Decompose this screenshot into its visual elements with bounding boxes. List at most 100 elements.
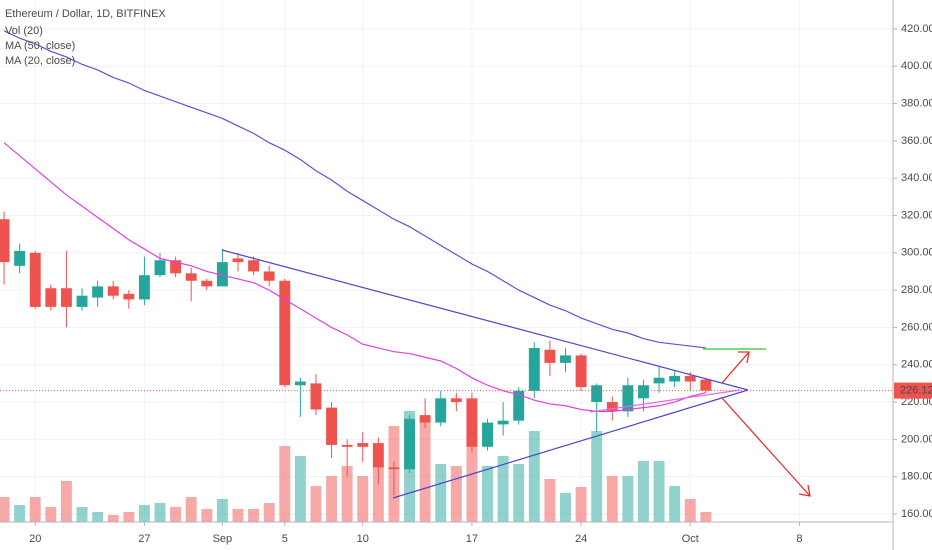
y-tick-label: 220.00 bbox=[901, 396, 932, 408]
x-tick-label: Oct bbox=[682, 533, 699, 545]
volume-bar bbox=[560, 493, 571, 522]
candle-body bbox=[404, 418, 415, 470]
candle-body bbox=[138, 275, 150, 300]
candle-body bbox=[92, 286, 104, 298]
volume-bar bbox=[107, 515, 119, 522]
volume-bar bbox=[14, 505, 26, 522]
ma-line bbox=[3, 30, 706, 349]
candle-body bbox=[372, 443, 384, 468]
volume-bar bbox=[326, 476, 338, 522]
volume-bar bbox=[544, 479, 556, 522]
y-tick-label: 260.00 bbox=[901, 321, 932, 333]
volume-bar bbox=[154, 503, 166, 522]
candle-body bbox=[201, 280, 213, 287]
arrow-down bbox=[721, 397, 811, 497]
legend-volume: Vol (20) bbox=[5, 25, 43, 37]
volume-bar bbox=[591, 431, 603, 522]
y-tick-label: 340.00 bbox=[901, 172, 932, 184]
volume-bar bbox=[372, 466, 384, 522]
volume-bar bbox=[606, 476, 618, 522]
grid bbox=[0, 0, 893, 522]
candle-body bbox=[575, 355, 587, 388]
volume-bar bbox=[528, 431, 540, 522]
x-tick-label: 20 bbox=[29, 533, 41, 545]
volume-bar bbox=[513, 464, 525, 522]
candle-body bbox=[154, 260, 166, 276]
candle-body bbox=[0, 219, 10, 263]
drawings bbox=[221, 249, 811, 499]
candle-body bbox=[591, 385, 603, 403]
y-tick-label: 320.00 bbox=[901, 209, 932, 221]
trendline bbox=[589, 389, 741, 413]
arrow-head bbox=[738, 351, 750, 364]
volume-bar bbox=[310, 486, 322, 522]
y-tick-label: 200.00 bbox=[901, 433, 932, 445]
candle-body bbox=[29, 252, 41, 307]
candle-body bbox=[45, 288, 57, 307]
volume-bar bbox=[60, 481, 72, 522]
volume-bar bbox=[622, 476, 634, 522]
volume-bar bbox=[638, 461, 649, 522]
candle-body bbox=[450, 398, 462, 403]
candle-body bbox=[310, 383, 322, 410]
legend: Ethereum / Dollar, 1D, BITFINEX Vol (20)… bbox=[5, 8, 166, 67]
candle-body bbox=[107, 286, 119, 296]
y-tick-label: 380.00 bbox=[901, 97, 932, 109]
x-tick-label: 10 bbox=[357, 533, 369, 545]
candle-body bbox=[419, 415, 431, 423]
volume-bar bbox=[0, 497, 10, 522]
arrow-head bbox=[798, 484, 811, 497]
volume-bar bbox=[341, 466, 353, 522]
candle-body bbox=[653, 377, 665, 384]
last-price-box bbox=[894, 382, 932, 399]
volume-bar bbox=[216, 499, 228, 522]
candle-body bbox=[357, 443, 369, 447]
volume-bar bbox=[700, 512, 712, 522]
chart-title: Ethereum / Dollar, 1D, BITFINEX bbox=[5, 8, 166, 20]
ma-lines bbox=[3, 30, 706, 412]
candle-body bbox=[60, 288, 72, 307]
candle-body bbox=[606, 402, 618, 412]
candle-body bbox=[560, 355, 571, 363]
volume-bar bbox=[263, 503, 275, 522]
candle-body bbox=[14, 250, 26, 266]
candle-body bbox=[638, 385, 649, 399]
volume-bar bbox=[76, 507, 88, 522]
y-tick-label: 420.00 bbox=[901, 23, 932, 35]
volume-bar bbox=[123, 512, 135, 522]
candle-body bbox=[513, 390, 525, 421]
candle-body bbox=[341, 444, 353, 447]
candle-body bbox=[622, 385, 634, 412]
volume-bar bbox=[45, 507, 57, 522]
x-tick-label: 27 bbox=[138, 533, 150, 545]
candle-body bbox=[294, 381, 306, 386]
candle-body bbox=[528, 347, 540, 391]
candle-body bbox=[170, 260, 182, 274]
y-tick-label: 160.00 bbox=[901, 508, 932, 520]
candle-body bbox=[684, 375, 696, 382]
y-tick-label: 180.00 bbox=[901, 471, 932, 483]
candle-body bbox=[544, 349, 556, 363]
x-tick-label: 17 bbox=[466, 533, 478, 545]
y-tick-label: 240.00 bbox=[901, 359, 932, 371]
ma-line bbox=[3, 142, 706, 412]
candle-body bbox=[388, 467, 400, 470]
candle-body bbox=[185, 273, 197, 281]
x-tick-label: 24 bbox=[575, 533, 587, 545]
x-tick-label: 8 bbox=[796, 533, 802, 545]
volume-bar bbox=[684, 499, 696, 522]
y-tick-label: 400.00 bbox=[901, 60, 932, 72]
volume-bar bbox=[497, 456, 509, 522]
candle-body bbox=[466, 398, 478, 447]
candle-body bbox=[279, 280, 291, 386]
volume-bar bbox=[279, 446, 291, 522]
trendline bbox=[392, 389, 749, 499]
volume-bar bbox=[92, 512, 104, 522]
candle-body bbox=[216, 262, 228, 287]
candle-body bbox=[700, 379, 712, 391]
candles bbox=[0, 211, 712, 496]
volume-bar bbox=[669, 486, 681, 522]
trendline bbox=[221, 249, 749, 391]
last-price-label: 226.12 bbox=[900, 385, 932, 397]
